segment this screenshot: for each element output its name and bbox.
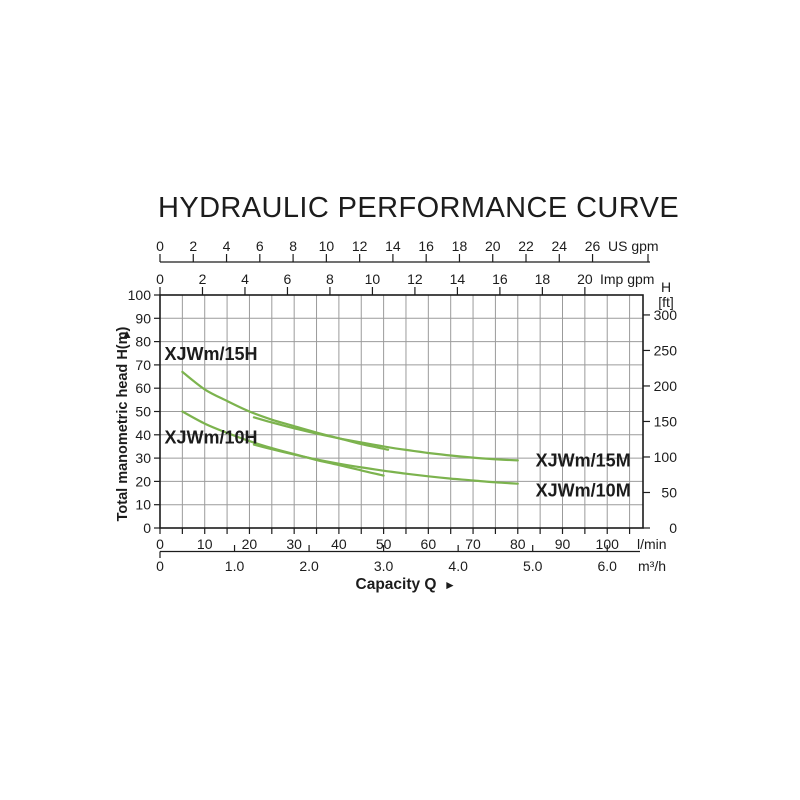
tick-label: 50 xyxy=(661,484,677,500)
axis-head-m: 0 10 20 30 40 50 60 70 80 90 100 xyxy=(128,287,160,536)
axis-unit-m3h: m³/h xyxy=(638,558,666,574)
grid xyxy=(160,295,643,528)
tick-label: 90 xyxy=(555,536,571,552)
tick-label: 60 xyxy=(135,380,151,396)
tick-label: 14 xyxy=(385,238,401,254)
series-label-XJWm-10M: XJWm/10M xyxy=(536,480,631,500)
axis-unit-ft: [ft] xyxy=(658,294,674,310)
tick-label: 14 xyxy=(450,271,466,287)
tick-label: 0 xyxy=(156,536,164,552)
tick-label: 18 xyxy=(452,238,468,254)
axis-unit-us-gpm: US gpm xyxy=(608,238,659,254)
x-axis-right-arrow-icon: ► xyxy=(444,578,456,592)
tick-label: 100 xyxy=(654,449,678,465)
tick-label: 6.0 xyxy=(597,558,617,574)
tick-label: 20 xyxy=(135,473,151,489)
tick-label: 20 xyxy=(577,271,593,287)
tick-label: 6 xyxy=(284,271,292,287)
tick-label: 90 xyxy=(135,310,151,326)
tick-label: 10 xyxy=(319,238,335,254)
x-axis-label: Capacity Q ► xyxy=(356,576,456,593)
tick-label: 300 xyxy=(654,307,678,323)
curve-XJWm-15M xyxy=(252,416,519,462)
tick-label: 0 xyxy=(156,271,164,287)
tick-label: 10 xyxy=(197,536,213,552)
tick-label: 2 xyxy=(199,271,207,287)
axis-head-ft: 0 50 100 150 200 250 300 H[ft] xyxy=(643,279,677,536)
tick-label: 2.0 xyxy=(299,558,319,574)
axis-unit-lmin: l/min xyxy=(637,536,667,552)
tick-label: 30 xyxy=(135,450,151,466)
tick-label: 4.0 xyxy=(448,558,468,574)
y-axis-title: Total manometric head H(m) xyxy=(115,326,131,521)
tick-label: 0 xyxy=(143,520,151,536)
tick-label: 18 xyxy=(535,271,551,287)
tick-label: 4 xyxy=(223,238,231,254)
tick-label: 0 xyxy=(156,558,164,574)
tick-label: 60 xyxy=(421,536,437,552)
tick-label: 1.0 xyxy=(225,558,245,574)
series-label-XJWm-15M: XJWm/15M xyxy=(536,451,631,471)
tick-label: 2 xyxy=(189,238,197,254)
y-axis-label: Total manometric head H(m)▲ xyxy=(115,326,133,521)
axis-imp-gpm: 0 2 4 6 8 10 12 14 16 18 20 Imp gpm xyxy=(156,271,654,295)
tick-label: 4 xyxy=(241,271,249,287)
tick-label: 8 xyxy=(289,238,297,254)
axis-lmin: 0 10 20 30 40 50 60 70 80 90 100 l/min xyxy=(156,528,667,552)
tick-label: 200 xyxy=(654,378,678,394)
tick-label: 5.0 xyxy=(523,558,543,574)
tick-label: 16 xyxy=(492,271,508,287)
series-label-XJWm-15H: XJWm/15H xyxy=(164,344,257,364)
curve-XJWm-10M xyxy=(252,443,519,485)
axis-unit-ft-h: H xyxy=(661,279,671,295)
tick-label: 100 xyxy=(596,536,620,552)
tick-label: 0 xyxy=(669,520,677,536)
series-label-XJWm-10H: XJWm/10H xyxy=(164,428,257,448)
tick-label: 22 xyxy=(518,238,534,254)
tick-label: 40 xyxy=(135,427,151,443)
x-axis-title: Capacity Q xyxy=(356,576,437,593)
y-axis-up-arrow-icon: ▲ xyxy=(121,327,133,341)
axis-m3h: 0 1.0 2.0 3.0 4.0 5.0 6.0 m³/h xyxy=(156,545,666,574)
tick-label: 50 xyxy=(376,536,392,552)
axis-unit-imp-gpm: Imp gpm xyxy=(600,271,654,287)
tick-label: 12 xyxy=(352,238,368,254)
tick-label: 50 xyxy=(135,404,151,420)
tick-label: 10 xyxy=(135,497,151,513)
tick-label: 24 xyxy=(551,238,567,254)
tick-label: 250 xyxy=(654,342,678,358)
axis-us-gpm: 0 2 4 6 8 10 12 14 16 18 20 22 24 26 US gpm xyxy=(156,238,659,263)
tick-label: 26 xyxy=(585,238,601,254)
tick-label: 20 xyxy=(242,536,258,552)
tick-label: 3.0 xyxy=(374,558,394,574)
tick-label: 40 xyxy=(331,536,347,552)
tick-label: 80 xyxy=(510,536,526,552)
tick-label: 150 xyxy=(654,413,678,429)
tick-label: 100 xyxy=(128,287,152,303)
curves xyxy=(181,370,519,485)
tick-label: 70 xyxy=(465,536,481,552)
tick-label: 10 xyxy=(365,271,381,287)
tick-label: 70 xyxy=(135,357,151,373)
tick-label: 16 xyxy=(418,238,434,254)
series-labels: XJWm/15H XJWm/15M XJWm/10H XJWm/10M xyxy=(164,344,630,500)
tick-label: 30 xyxy=(286,536,302,552)
tick-label: 6 xyxy=(256,238,264,254)
tick-label: 0 xyxy=(156,238,164,254)
tick-label: 20 xyxy=(485,238,501,254)
tick-label: 12 xyxy=(407,271,423,287)
tick-label: 8 xyxy=(326,271,334,287)
tick-label: 80 xyxy=(135,334,151,350)
chart-title: HYDRAULIC PERFORMANCE CURVE xyxy=(158,192,680,224)
